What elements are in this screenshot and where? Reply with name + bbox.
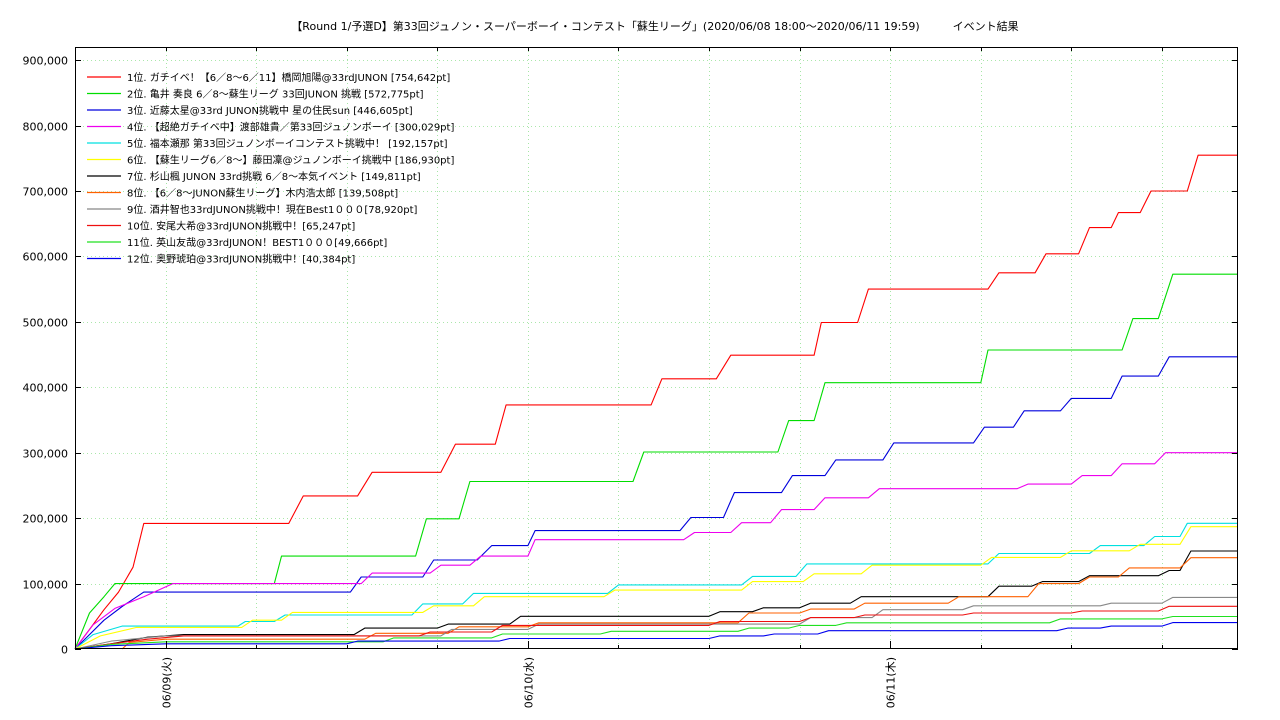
legend-entry: 9位. 酒井智也33rdJUNON挑戦中！現在Best1０００[78,920pt…: [127, 203, 417, 216]
series-lines: [74, 154, 1238, 650]
x-tick-label: 06/09(火): [161, 657, 174, 708]
chart-title: 【Round 1/予選D】第33回ジュノン・スーパーボーイ・コンテスト「蘇生リー…: [291, 20, 1019, 33]
series-line: [121, 557, 1238, 650]
y-tick-label: 200,000: [23, 513, 69, 526]
series-line: [74, 452, 1238, 650]
legend-entry: 1位. ガチイベ！【6／8〜6／11】橋岡旭陽@33rdJUNON [754,6…: [127, 71, 450, 84]
legend-entry: 5位. 福本瀬那 第33回ジュノンボーイコンテスト挑戦中！ [192,157pt…: [127, 137, 448, 150]
y-tick-label: 900,000: [23, 55, 69, 68]
axes: 0 100,000 200,000 300,000 400,000 500,000 600,…: [23, 47, 1238, 708]
legend-entry: 2位. 亀井 奏良 6／8〜蘇生リーグ 33回JUNON 挑戦 [572,775…: [127, 88, 424, 101]
y-tick-label: 0: [61, 644, 68, 657]
series-line: [74, 356, 1238, 650]
legend-entry: 11位. 英山友哉@33rdJUNON！BEST1０００[49,666pt]: [127, 236, 387, 249]
legend-entry: 10位. 安尾大希@33rdJUNON挑戦中！[65,247pt]: [127, 220, 355, 233]
series-line: [74, 154, 1238, 650]
series-line: [74, 622, 1238, 650]
plot-background: [75, 47, 1238, 649]
series-line: [74, 526, 1238, 650]
series-line: [74, 605, 1238, 650]
y-tick-label: 600,000: [23, 251, 69, 264]
y-tick-label: 700,000: [23, 186, 69, 199]
legend: 1位. ガチイベ！【6／8〜6／11】橋岡旭陽@33rdJUNON [754,6…: [87, 71, 454, 266]
legend-entry: 6位. 【蘇生リーグ6／8〜】藤田凜@ジュノンボーイ挑戦中 [186,930pt…: [127, 154, 454, 167]
legend-entry: 4位. 【超絶ガチイベ中】渡部雄貴／第33回ジュノンボーイ [300,029pt…: [127, 121, 454, 134]
y-tick-label: 500,000: [23, 317, 69, 330]
legend-entry: 8位. 【6／8〜JUNON蘇生リーグ】木内浩太郎 [139,508pt]: [127, 187, 398, 200]
y-tick-label: 400,000: [23, 382, 69, 395]
plot-frame: [75, 47, 1238, 649]
legend-entry: 12位. 奥野琥珀@33rdJUNON挑戦中！[40,384pt]: [127, 253, 355, 266]
series-line: [74, 550, 1238, 650]
y-tick-label: 300,000: [23, 448, 69, 461]
x-tick-label: 06/10(水): [523, 657, 536, 708]
legend-entry: 3位. 近藤太星@33rd JUNON挑戦中 星の住民sun [446,605p…: [127, 104, 413, 117]
legend-entry: 7位. 杉山楓 JUNON 33rd挑戦 6／8〜本気イベント [149,811…: [127, 170, 421, 183]
x-tick-label: 06/11(木): [885, 657, 898, 708]
y-tick-label: 100,000: [23, 579, 69, 592]
y-tick-label: 800,000: [23, 121, 69, 134]
